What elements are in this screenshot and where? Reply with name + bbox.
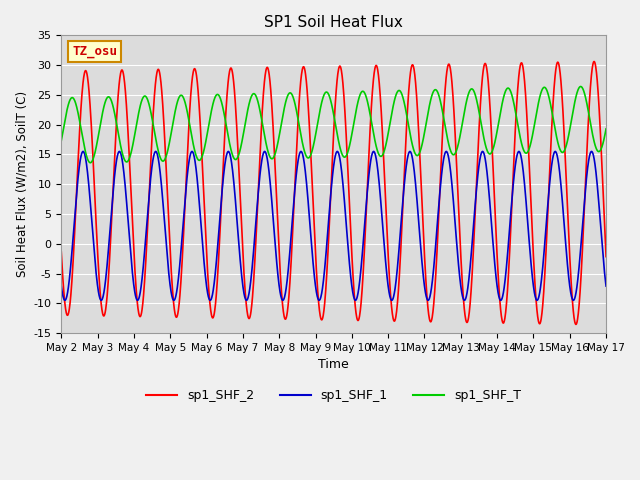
- sp1_SHF_T: [58, 138, 65, 144]
- sp1_SHF_2: [572, 322, 580, 327]
- sp1_SHF_1: [570, 298, 577, 303]
- sp1_SHF_1: [554, 159, 562, 165]
- Text: TZ_osu: TZ_osu: [72, 45, 117, 58]
- sp1_SHF_2: [590, 59, 598, 64]
- sp1_SHF_T: [86, 160, 94, 166]
- sp1_SHF_1: [261, 149, 269, 155]
- Line: sp1_SHF_1: sp1_SHF_1: [61, 152, 606, 300]
- sp1_SHF_2: [602, 254, 610, 260]
- Title: SP1 Soil Heat Flux: SP1 Soil Heat Flux: [264, 15, 403, 30]
- sp1_SHF_T: [602, 126, 610, 132]
- sp1_SHF_1: [492, 276, 500, 282]
- sp1_SHF_2: [554, 60, 562, 65]
- sp1_SHF_2: [361, 233, 369, 239]
- Line: sp1_SHF_2: sp1_SHF_2: [61, 61, 606, 324]
- sp1_SHF_T: [349, 122, 357, 128]
- sp1_SHF_T: [362, 92, 369, 97]
- sp1_SHF_2: [209, 315, 217, 321]
- sp1_SHF_1: [209, 288, 217, 293]
- sp1_SHF_1: [279, 298, 287, 303]
- Line: sp1_SHF_T: sp1_SHF_T: [61, 86, 606, 163]
- sp1_SHF_T: [209, 99, 217, 105]
- Y-axis label: Soil Heat Flux (W/m2), SoilT (C): Soil Heat Flux (W/m2), SoilT (C): [15, 91, 28, 277]
- sp1_SHF_2: [58, 249, 65, 255]
- sp1_SHF_T: [492, 134, 500, 140]
- sp1_SHF_T: [570, 107, 577, 113]
- sp1_SHF_1: [602, 283, 610, 289]
- sp1_SHF_2: [569, 305, 577, 311]
- sp1_SHF_T: [577, 84, 584, 89]
- sp1_SHF_1: [58, 283, 65, 289]
- sp1_SHF_2: [492, 226, 500, 231]
- Legend: sp1_SHF_2, sp1_SHF_1, sp1_SHF_T: sp1_SHF_2, sp1_SHF_1, sp1_SHF_T: [141, 384, 526, 407]
- sp1_SHF_T: [554, 141, 562, 146]
- X-axis label: Time: Time: [318, 359, 349, 372]
- sp1_SHF_2: [349, 276, 357, 282]
- sp1_SHF_1: [362, 210, 369, 216]
- sp1_SHF_1: [350, 294, 358, 300]
